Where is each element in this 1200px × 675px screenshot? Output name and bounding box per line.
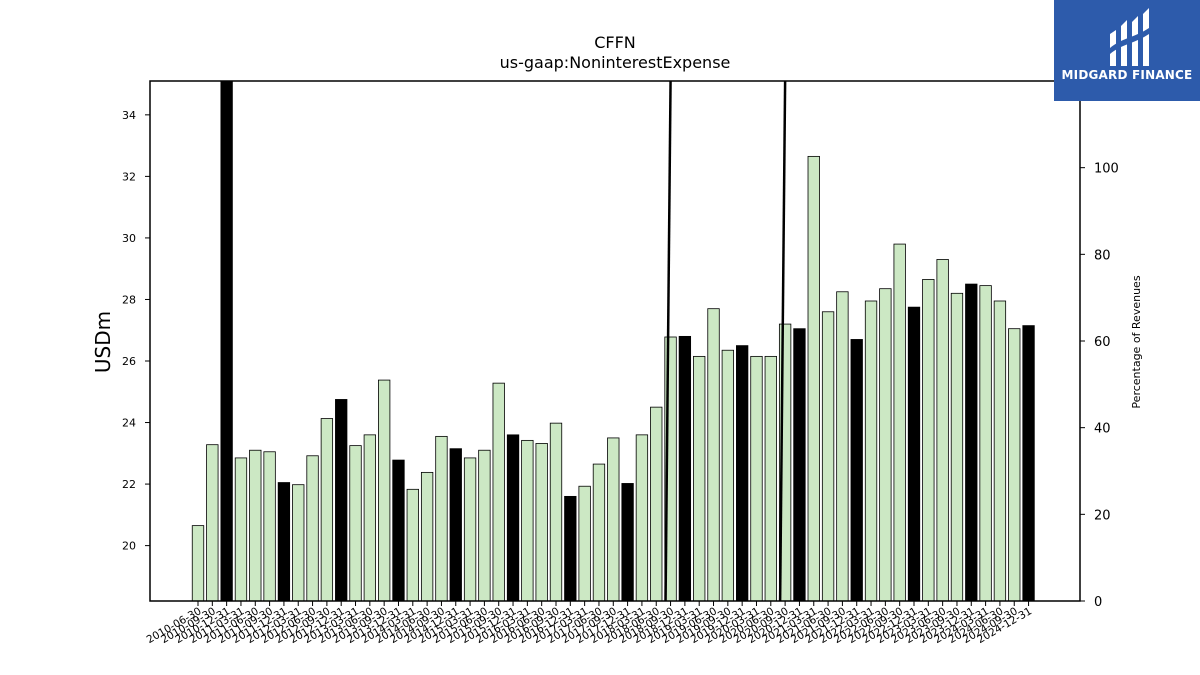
ratio-line-spike xyxy=(664,80,672,602)
y2-tick-label: 80 xyxy=(1094,248,1111,263)
bar-quarter xyxy=(721,349,734,602)
bar-quarter xyxy=(922,279,935,602)
bar-annual xyxy=(621,483,634,602)
ratio-line-spike xyxy=(778,80,787,602)
bar-quarter xyxy=(263,451,276,602)
bar-quarter xyxy=(693,355,706,602)
bar-quarter xyxy=(406,488,419,602)
right-axis: 0 20 40 60 80 100 xyxy=(1080,162,1119,610)
bar-quarter xyxy=(1008,328,1021,602)
bar-quarter xyxy=(950,292,964,602)
y-tick-label: 32 xyxy=(122,170,136,183)
y2-tick-label: 40 xyxy=(1094,422,1111,437)
bar-quarter xyxy=(478,449,491,602)
chart-title: CFFN xyxy=(594,33,636,52)
logo-text: MIDGARD FINANCE xyxy=(1061,68,1193,82)
y2-tick-label: 60 xyxy=(1094,335,1111,350)
y-axis-label: USDm xyxy=(91,311,115,373)
bar-annual xyxy=(736,345,749,602)
bar-quarter xyxy=(936,259,949,602)
bar-quarter xyxy=(993,300,1007,602)
bar-quarter xyxy=(292,484,305,602)
bar-quarter xyxy=(750,355,763,602)
bar-quarter xyxy=(707,308,720,602)
bar-quarter xyxy=(249,449,262,602)
bar-quarter xyxy=(764,355,777,602)
x-axis: 2010-06-302010-09-302010-12-312011-03-31… xyxy=(145,601,1034,646)
bar-annual xyxy=(850,339,863,602)
logo-mark-icon xyxy=(1110,8,1149,66)
bar-annual xyxy=(1022,325,1035,602)
lines-layer xyxy=(664,80,787,602)
bars-layer xyxy=(191,80,1035,602)
bar-quarter xyxy=(893,243,906,602)
bar-annual xyxy=(277,482,291,602)
bar-quarter xyxy=(363,434,376,602)
bar-quarter xyxy=(650,406,663,602)
y-tick-label: 22 xyxy=(122,478,136,491)
bar-quarter xyxy=(349,445,362,602)
bar-annual xyxy=(965,283,978,602)
bar-annual xyxy=(449,448,462,602)
bar-quarter xyxy=(420,471,434,602)
bar-quarter xyxy=(836,291,849,602)
bar-quarter xyxy=(635,434,649,602)
bar-annual xyxy=(506,434,520,602)
y-tick-label: 20 xyxy=(122,540,136,553)
y-tick-label: 30 xyxy=(122,232,136,245)
bar-annual xyxy=(678,335,692,602)
bar-quarter xyxy=(435,435,448,602)
bar-quarter xyxy=(306,455,319,602)
y2-axis-label: Percentage of Revenues xyxy=(1130,275,1143,408)
chart-subtitle: us-gaap:NoninterestExpense xyxy=(500,53,731,72)
y2-tick-label: 20 xyxy=(1094,508,1111,523)
bar-quarter xyxy=(864,300,878,602)
bar-annual xyxy=(335,399,348,602)
y-tick-label: 28 xyxy=(122,293,136,306)
bar-annual xyxy=(907,306,921,602)
bar-quarter xyxy=(807,155,820,602)
bar-quarter xyxy=(979,285,992,602)
bar-annual xyxy=(793,328,806,602)
y-tick-label: 34 xyxy=(122,109,136,122)
bar-quarter xyxy=(535,443,548,602)
bar-quarter xyxy=(191,525,205,602)
brand-logo: MIDGARD FINANCE xyxy=(1054,0,1200,101)
bar-quarter xyxy=(592,463,606,602)
bar-quarter xyxy=(320,418,334,602)
bar-quarter xyxy=(578,485,591,602)
bar-annual xyxy=(392,459,405,602)
bar-quarter xyxy=(234,457,248,602)
y2-tick-label: 0 xyxy=(1094,595,1102,610)
y-tick-label: 24 xyxy=(122,417,136,430)
bar-quarter xyxy=(879,288,892,602)
left-axis: 20 22 24 26 28 30 32 34 xyxy=(122,109,150,553)
bar-quarter xyxy=(492,382,505,602)
bar-quarter xyxy=(549,422,563,602)
bar-quarter xyxy=(463,457,477,602)
bar-quarter xyxy=(521,439,534,602)
bar-annual xyxy=(564,495,577,602)
bar-quarter xyxy=(821,311,835,602)
bar-quarter xyxy=(378,379,391,602)
bar-annual xyxy=(220,80,233,602)
y2-tick-label: 100 xyxy=(1094,162,1119,177)
bar-quarter xyxy=(607,437,620,602)
bar-quarter xyxy=(206,444,219,602)
y-tick-label: 26 xyxy=(122,355,136,368)
